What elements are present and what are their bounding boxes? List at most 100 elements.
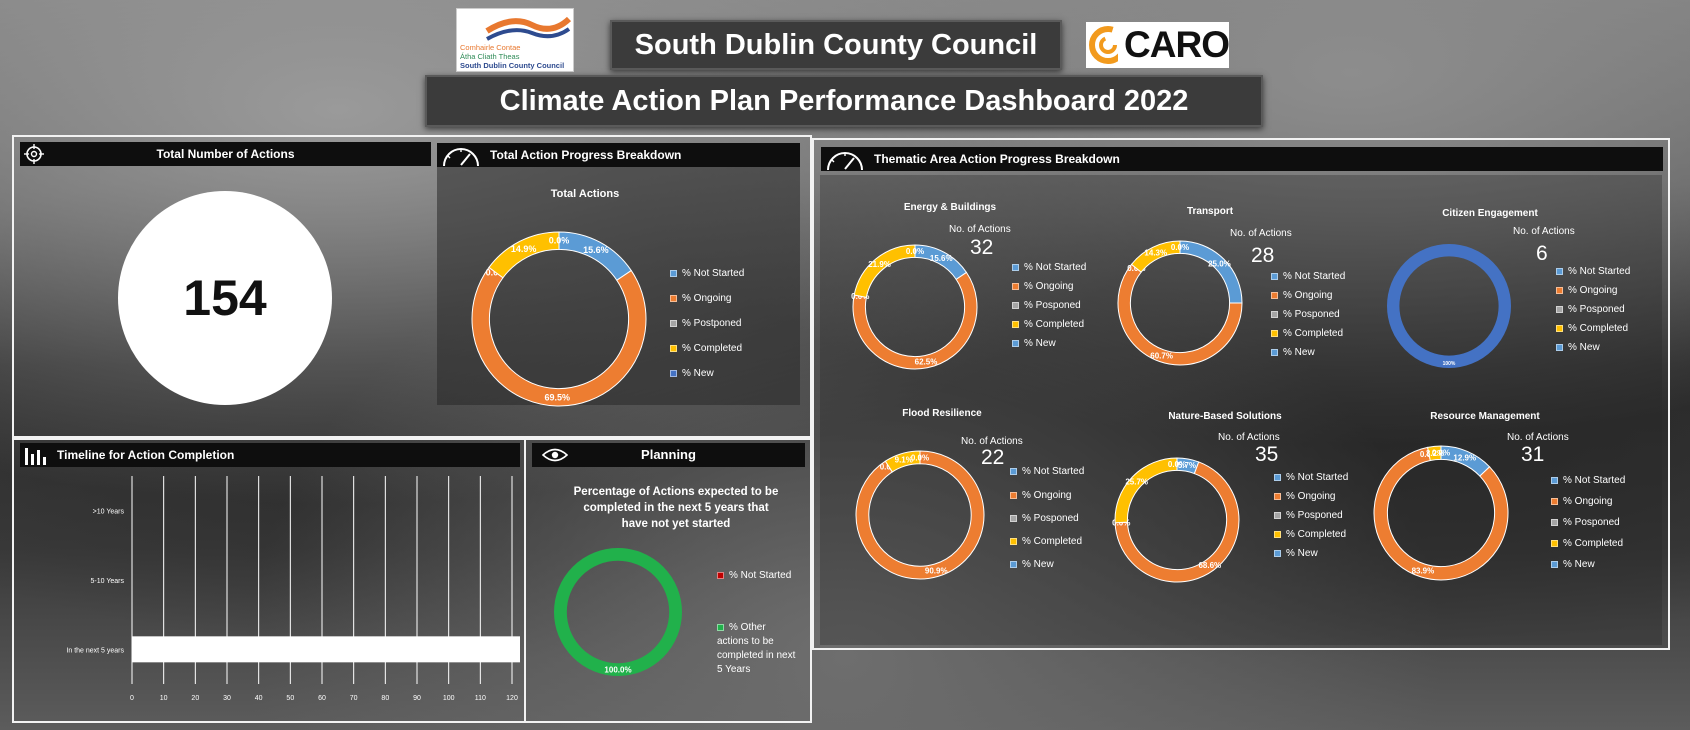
legend-swatch xyxy=(1012,282,1019,290)
donut-transport: 25.0%60.7%0.0%14.3%0.0% xyxy=(1117,240,1243,366)
nature-noa-label: No. of Actions xyxy=(1218,432,1280,443)
planning-title: Planning xyxy=(641,447,696,462)
legend-label-completed: % Completed xyxy=(1286,529,1347,540)
energy-slice-completed xyxy=(853,244,916,298)
legend-label-ongoing: % Ongoing xyxy=(1022,490,1072,501)
legend-swatch xyxy=(1012,339,1019,347)
legend-swatch xyxy=(1012,301,1019,309)
transport-count: 28 xyxy=(1251,244,1275,267)
nature-label-new: 0.0% xyxy=(1168,460,1186,469)
flood-label-ongoing: 90.9% xyxy=(925,566,948,575)
total-slice-ongoing xyxy=(471,266,647,407)
thematic-panel-bg xyxy=(820,175,1662,645)
caro-logo: CARO xyxy=(1086,22,1230,68)
legend-label-ongoing: % Ongoing xyxy=(682,293,732,304)
transport-label-not-started: 25.0% xyxy=(1208,260,1231,269)
planning-label-other-actions-to-be-completed-in-next-5-years: 100.0% xyxy=(604,666,631,675)
timeline-tick-label: 120 xyxy=(506,695,518,702)
legend-swatch xyxy=(1010,514,1017,522)
timeline-tick-label: 90 xyxy=(413,695,421,702)
citizen-label-new: 100% xyxy=(1443,361,1456,367)
planning-slice-other-actions-to-be-completed-in-next-5-years xyxy=(554,548,682,676)
donut-flood: 0.0%90.9%0.0%9.1%0.0% xyxy=(855,450,985,580)
legend-label-postponed: % Posponed xyxy=(1563,517,1620,528)
total-actions-chart-title: Total Actions xyxy=(550,188,620,200)
legend-label-postponed: % Posponed xyxy=(1022,513,1079,524)
energy-title: Energy & Buildings xyxy=(903,202,997,213)
timeline-tick-label: 70 xyxy=(350,695,358,702)
transport-label-completed: 14.3% xyxy=(1144,249,1167,258)
legend-swatch xyxy=(1012,320,1019,328)
sdcc-logo-line-1: Comhairle Contae xyxy=(460,43,521,52)
nature-title: Nature-Based Solutions xyxy=(1168,411,1282,422)
timeline-tick-label: 80 xyxy=(381,695,389,702)
timeline-tick-label: 100 xyxy=(443,695,455,702)
legend-label-new: % New xyxy=(1283,347,1315,358)
planning-header: Planning xyxy=(532,443,805,467)
nature-slice-completed xyxy=(1114,457,1178,524)
caro-logo-text: CARO xyxy=(1124,24,1230,65)
energy-label-new: 0.0% xyxy=(906,247,924,256)
legend-label-new: % New xyxy=(682,368,714,379)
legend-label-ongoing: % Ongoing xyxy=(1283,290,1333,301)
resource-count: 31 xyxy=(1521,443,1545,466)
timeline-tick-label: 30 xyxy=(223,695,231,702)
timeline-tick-label: 60 xyxy=(318,695,326,702)
gauge-icon xyxy=(443,148,479,167)
gauge-icon xyxy=(827,152,863,171)
energy-label-ongoing: 62.5% xyxy=(915,358,938,367)
timeline-header: Timeline for Action Completion xyxy=(20,443,520,467)
legend-swatch xyxy=(1556,343,1563,351)
donut-nature: 5.7%68.6%0.0%25.7%0.0% xyxy=(1112,457,1240,583)
legend-label-not-started: % Not Started xyxy=(1568,266,1631,277)
sdcc-logo-waves xyxy=(485,16,572,41)
citizen-count: 6 xyxy=(1536,242,1548,265)
legend-label-postponed: % Posponed xyxy=(1024,300,1081,311)
legend-label-not-started: % Not Started xyxy=(1563,475,1626,486)
planning-frame xyxy=(524,438,812,723)
legend-swatch xyxy=(1271,329,1278,337)
flood-noa-label: No. of Actions xyxy=(961,436,1023,447)
legend-swatch xyxy=(1271,272,1278,280)
flood-label-new: 0.0% xyxy=(911,453,929,462)
sdcc-logo-line-2: Átha Cliath Theas xyxy=(460,52,520,61)
legend-label-not-started: % Not Started xyxy=(1283,271,1346,282)
transport-slice-completed xyxy=(1130,240,1181,273)
legend-swatch xyxy=(1274,549,1281,557)
legend-swatch xyxy=(1010,491,1017,499)
legend-swatch xyxy=(1271,310,1278,318)
legend-swatch xyxy=(717,571,724,579)
legend-label-not-started: % Not Started xyxy=(1024,262,1087,273)
timeline-tick-label: 20 xyxy=(191,695,199,702)
legend-label-completed: % Completed xyxy=(1022,536,1083,547)
nature-label-ongoing: 68.6% xyxy=(1198,561,1221,570)
total-slice-completed xyxy=(488,231,560,279)
total-label-not-started: 15.6% xyxy=(583,245,609,255)
eye-icon xyxy=(542,448,568,462)
resource-slice-completed xyxy=(1427,445,1442,462)
timeline-tick-label: 50 xyxy=(286,695,294,702)
legend-label-not-started: % Not Started xyxy=(729,570,792,581)
legend-label-ongoing: % Ongoing xyxy=(1563,496,1613,507)
legend-swatch xyxy=(1551,497,1558,505)
energy-count: 32 xyxy=(970,236,994,259)
transport-title: Transport xyxy=(1186,206,1234,217)
total-label-new: 0.0% xyxy=(549,236,570,246)
thematic-title: Thematic Area Action Progress Breakdown xyxy=(874,152,1120,166)
nature-count: 35 xyxy=(1255,443,1279,466)
legend-swatch xyxy=(1271,348,1278,356)
resource-label-not-started: 12.9% xyxy=(1453,454,1476,463)
flood-title: Flood Resilience xyxy=(902,408,982,419)
citizen-title: Citizen Engagement xyxy=(1442,208,1538,219)
legend-label-not-started: % Not Started xyxy=(682,268,745,279)
energy-noa-label: No. of Actions xyxy=(949,224,1011,235)
citizen-noa-label: No. of Actions xyxy=(1513,226,1575,237)
total-label-completed: 14.9% xyxy=(511,244,537,254)
legend-swatch xyxy=(1274,511,1281,519)
legend-label-completed: % Completed xyxy=(1024,319,1085,330)
progress-title: Total Action Progress Breakdown xyxy=(490,148,682,162)
timeline-category-label: 5-10 Years xyxy=(91,578,125,585)
legend-swatch xyxy=(1556,286,1563,294)
legend-swatch xyxy=(670,319,677,327)
timeline-tick-label: 110 xyxy=(475,695,486,702)
